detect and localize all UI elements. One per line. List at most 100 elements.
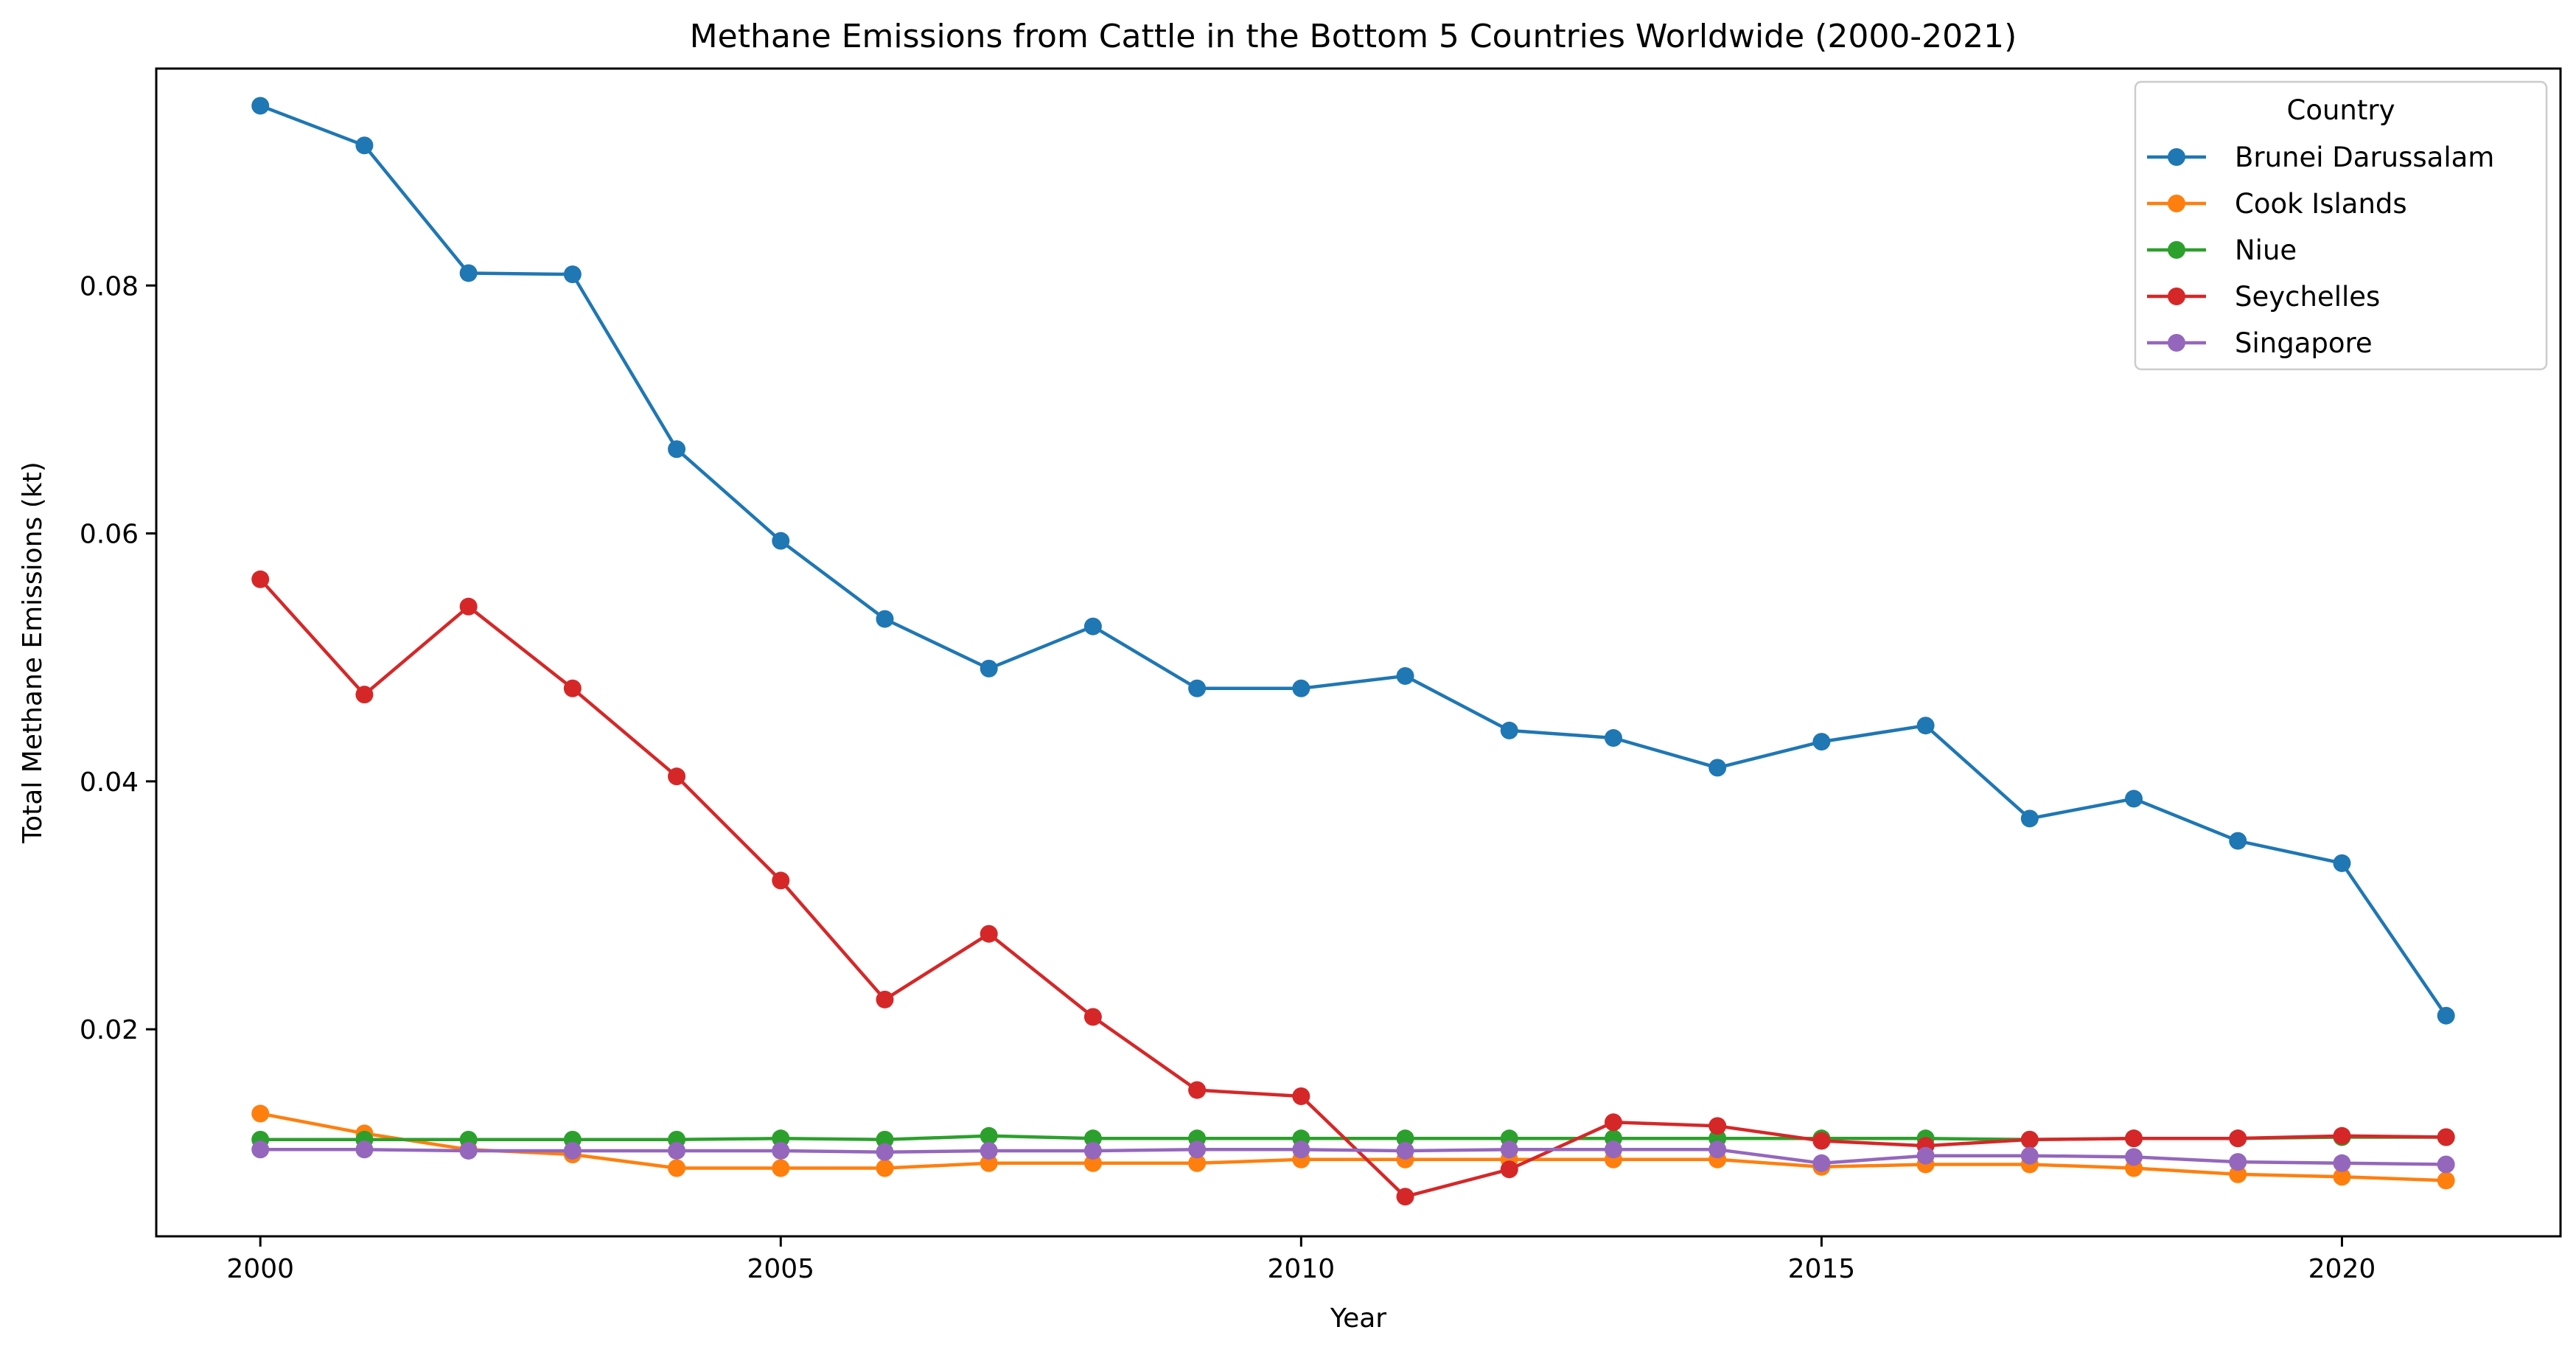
data-point-cook-islands — [2333, 1168, 2351, 1186]
data-point-singapore — [2229, 1153, 2247, 1171]
data-point-brunei-darussalam — [355, 136, 374, 155]
data-point-singapore — [2333, 1154, 2351, 1172]
data-point-singapore — [1396, 1141, 1414, 1160]
data-point-brunei-darussalam — [980, 659, 998, 678]
data-point-singapore — [1083, 1141, 1102, 1160]
y-axis-ticks: 0.02 0.04 0.06 0.08 — [80, 271, 156, 1045]
data-point-brunei-darussalam — [459, 264, 478, 282]
data-point-singapore — [251, 1140, 270, 1159]
data-point-singapore — [1604, 1140, 1622, 1159]
legend-swatch-marker — [2168, 334, 2185, 352]
y-axis-label: Total Methane Emissions (kt) — [18, 461, 48, 844]
data-point-seychelles — [772, 871, 790, 890]
data-point-seychelles — [1396, 1188, 1414, 1206]
legend-entry-niue: Niue — [2147, 234, 2297, 266]
data-point-niue — [1396, 1129, 1414, 1148]
data-point-brunei-darussalam — [1500, 721, 1518, 739]
data-point-singapore — [355, 1140, 374, 1159]
data-point-singapore — [2125, 1148, 2143, 1166]
data-point-seychelles — [1500, 1160, 1518, 1179]
data-point-seychelles — [459, 597, 478, 616]
data-point-brunei-darussalam — [2020, 809, 2039, 828]
data-point-seychelles — [2437, 1128, 2455, 1146]
data-point-seychelles — [2229, 1129, 2247, 1148]
data-point-seychelles — [355, 686, 374, 704]
data-point-seychelles — [876, 990, 894, 1009]
data-point-seychelles — [1708, 1117, 1727, 1135]
legend-swatch-marker — [2168, 148, 2185, 166]
data-point-cook-islands — [772, 1159, 790, 1177]
x-tick-label: 2010 — [1268, 1254, 1336, 1284]
data-point-seychelles — [980, 924, 998, 943]
data-point-brunei-darussalam — [772, 532, 790, 550]
series-line-cook-islands — [258, 1112, 2448, 1182]
data-point-seychelles — [251, 570, 270, 588]
data-point-singapore — [1916, 1146, 1935, 1165]
plot-frame — [155, 67, 2562, 1238]
legend-swatch-marker — [2168, 195, 2185, 212]
data-point-cook-islands — [980, 1154, 998, 1172]
data-point-niue — [772, 1129, 790, 1148]
data-point-brunei-darussalam — [2125, 790, 2143, 808]
legend-label: Singapore — [2235, 327, 2373, 359]
legend-entry-brunei-darussalam: Brunei Darussalam — [2147, 142, 2494, 173]
data-point-singapore — [1292, 1140, 1310, 1159]
data-point-niue — [876, 1130, 894, 1149]
data-point-seychelles — [2333, 1126, 2351, 1145]
data-point-singapore — [563, 1141, 582, 1160]
data-point-singapore — [1812, 1154, 1831, 1172]
legend-entry-cook-islands: Cook Islands — [2147, 188, 2407, 220]
data-point-brunei-darussalam — [876, 610, 894, 628]
series-line-singapore — [258, 1148, 2448, 1166]
legend-entry-seychelles: Seychelles — [2147, 281, 2380, 313]
series-brunei-darussalam — [251, 97, 2455, 1025]
series-line-brunei-darussalam — [258, 104, 2448, 1017]
data-point-cook-islands — [251, 1104, 270, 1123]
data-point-brunei-darussalam — [2229, 832, 2247, 850]
series-line-seychelles — [258, 577, 2448, 1199]
data-point-seychelles — [1292, 1087, 1310, 1105]
data-point-singapore — [668, 1141, 686, 1160]
chart-title: Methane Emissions from Cattle in the Bot… — [690, 18, 2017, 55]
legend-swatch-marker — [2168, 241, 2185, 259]
data-point-brunei-darussalam — [1292, 679, 1310, 697]
x-tick-label: 2020 — [2308, 1254, 2376, 1284]
data-point-brunei-darussalam — [1396, 666, 1414, 685]
x-tick-label: 2005 — [747, 1254, 814, 1284]
axes — [155, 67, 2562, 1238]
legend-entry-singapore: Singapore — [2147, 327, 2373, 359]
data-point-niue — [1083, 1129, 1102, 1148]
data-point-singapore — [980, 1141, 998, 1160]
x-tick-label: 2000 — [226, 1254, 294, 1284]
legend-entries: Brunei Darussalam Cook Islands Niue Seychel… — [2147, 142, 2494, 359]
data-point-cook-islands — [668, 1159, 686, 1177]
series-seychelles — [251, 570, 2455, 1206]
legend: Country Brunei Darussalam Cook Islands Niu… — [2134, 80, 2548, 371]
legend-box — [2134, 80, 2548, 371]
legend-label: Niue — [2235, 234, 2297, 266]
data-point-singapore — [1500, 1140, 1518, 1159]
data-point-cook-islands — [2437, 1171, 2455, 1190]
data-point-brunei-darussalam — [1916, 717, 1935, 735]
data-point-seychelles — [1188, 1081, 1207, 1099]
data-point-cook-islands — [2229, 1165, 2247, 1183]
data-point-brunei-darussalam — [1812, 733, 1831, 751]
data-point-seychelles — [1604, 1113, 1622, 1132]
y-tick-label: 0.02 — [80, 1015, 139, 1045]
data-point-singapore — [2020, 1146, 2039, 1165]
data-point-seychelles — [1812, 1132, 1831, 1150]
y-tick-label: 0.08 — [80, 271, 139, 302]
data-point-brunei-darussalam — [563, 265, 582, 284]
data-point-cook-islands — [876, 1159, 894, 1177]
legend-label: Seychelles — [2235, 281, 2380, 313]
x-axis-label: Year — [1330, 1303, 1386, 1334]
data-point-brunei-darussalam — [1708, 759, 1727, 777]
data-point-seychelles — [2125, 1129, 2143, 1148]
legend-swatch-marker — [2168, 288, 2185, 305]
data-point-seychelles — [2020, 1130, 2039, 1149]
data-point-brunei-darussalam — [1083, 617, 1102, 635]
series-singapore — [251, 1140, 2455, 1174]
data-point-brunei-darussalam — [2437, 1006, 2455, 1025]
data-point-cook-islands — [1188, 1154, 1207, 1172]
x-axis-ticks: 2000 2005 2010 2015 2020 — [226, 1236, 2376, 1284]
